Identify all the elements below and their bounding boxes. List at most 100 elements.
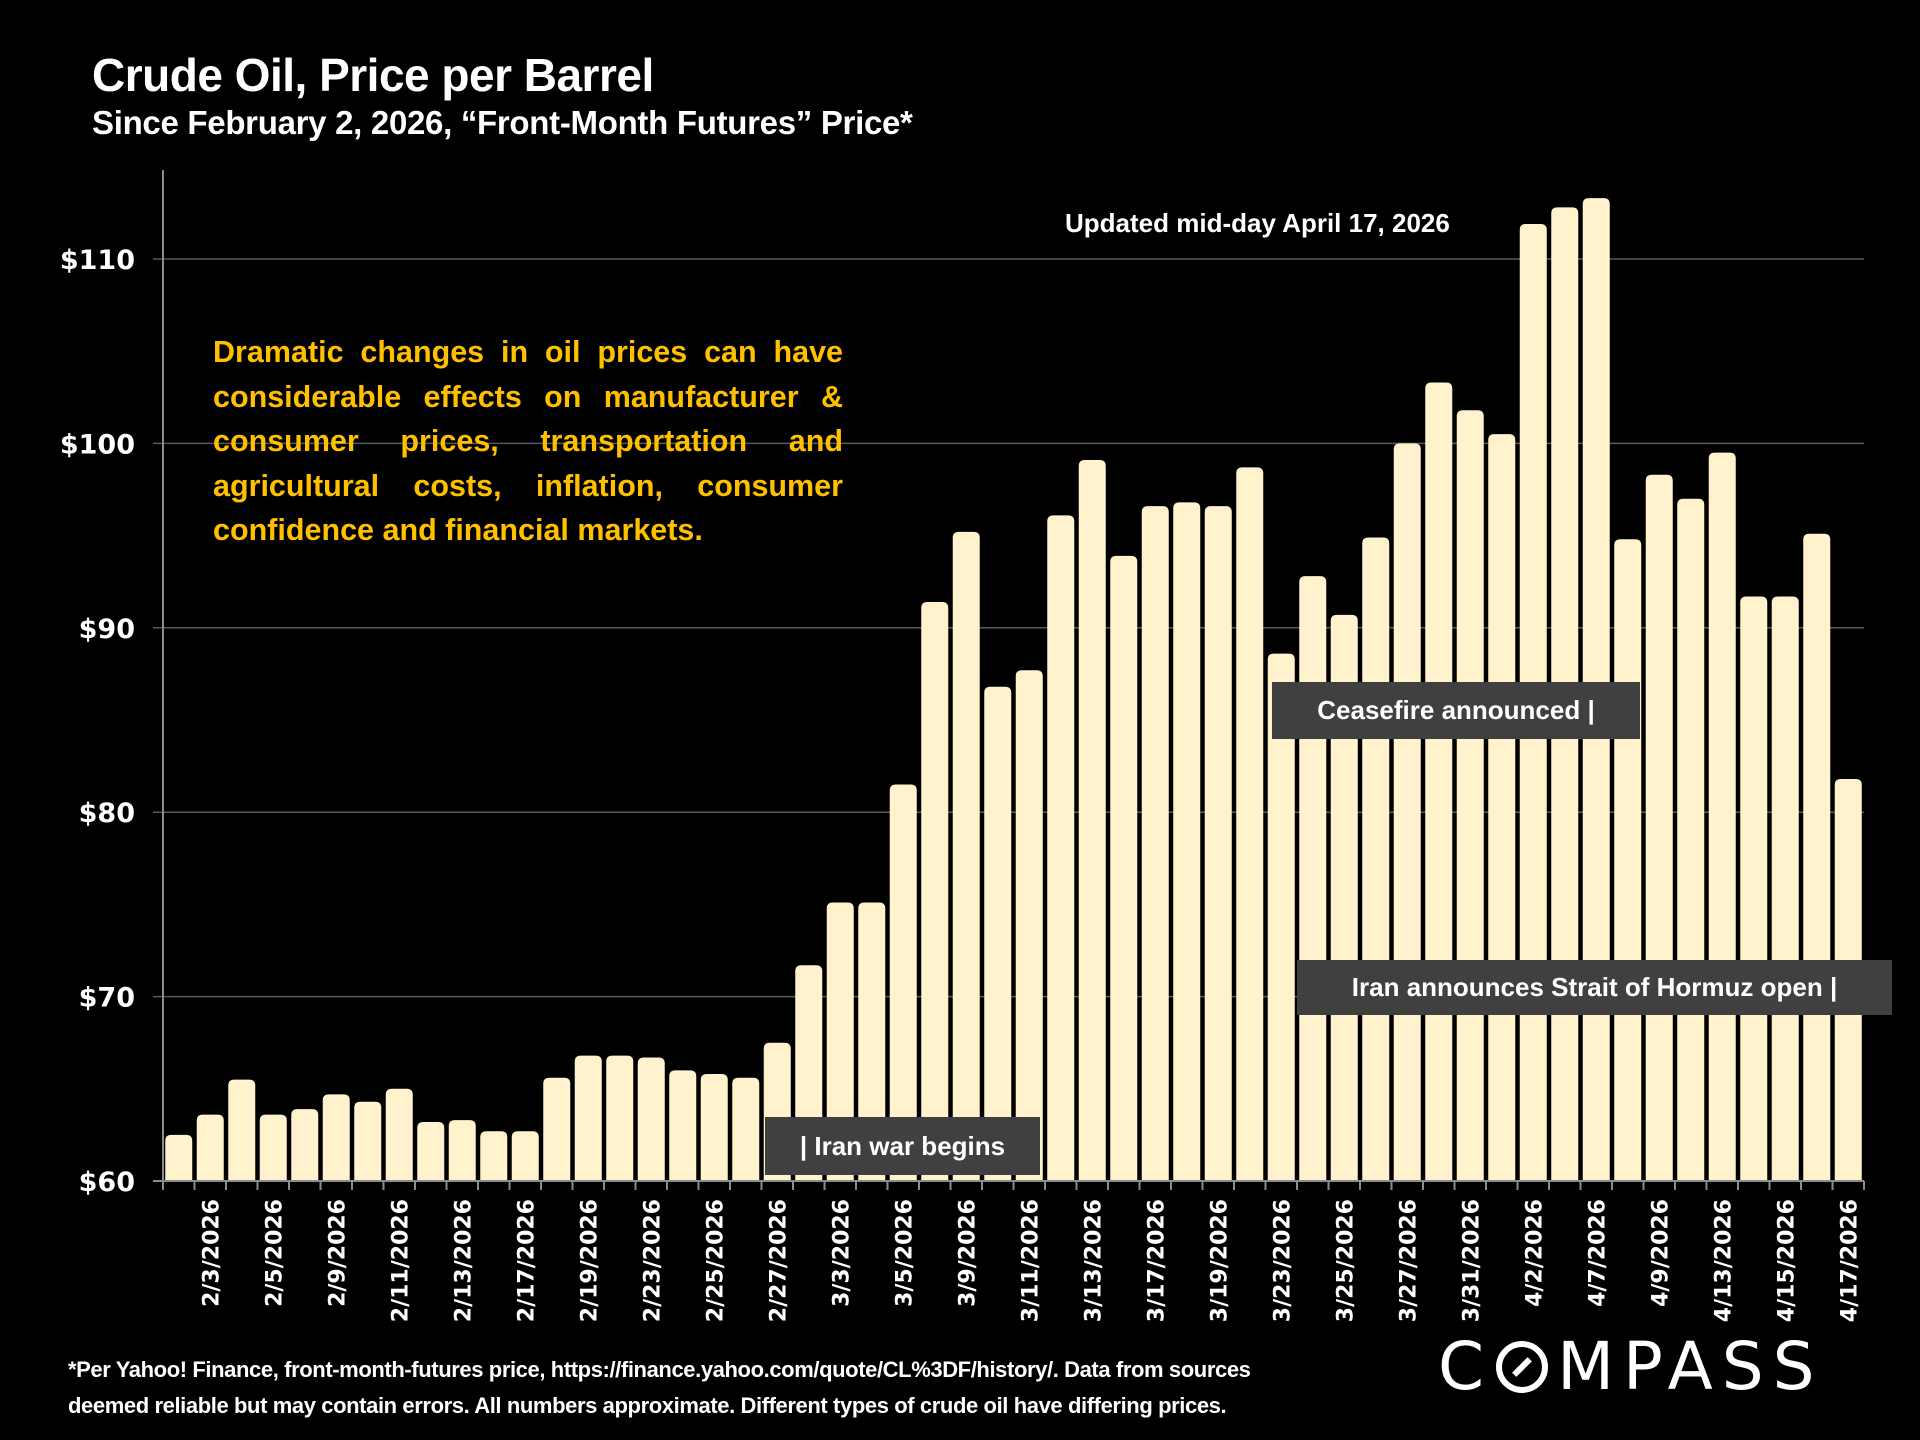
bar (952, 531, 980, 1181)
bar (322, 1094, 350, 1181)
bar (637, 1057, 665, 1181)
footnote-line-2: deemed reliable but may contain errors. … (68, 1393, 1227, 1418)
bar (448, 1120, 476, 1181)
x-tick-label: 3/19/2026 (1207, 1199, 1232, 1322)
x-tick-label: 3/3/2026 (829, 1199, 854, 1307)
bar (1173, 502, 1201, 1182)
chart-subtitle: Since February 2, 2026, “Front-Month Fut… (92, 104, 913, 141)
x-tick-label: 3/27/2026 (1396, 1199, 1421, 1322)
bar (1645, 474, 1673, 1181)
x-tick-label: 3/11/2026 (1018, 1199, 1043, 1322)
bar (574, 1055, 602, 1181)
annotation-iran-war-label: | Iran war begins (799, 1130, 1006, 1161)
bar (1488, 434, 1516, 1181)
bar (259, 1114, 287, 1181)
y-tick-label: $80 (79, 798, 135, 829)
x-tick-label: 4/2/2026 (1522, 1199, 1547, 1307)
x-tick-label: 2/25/2026 (703, 1199, 728, 1322)
bar (1299, 576, 1327, 1181)
callout-text: Dramatic changes in oil prices can have … (213, 335, 843, 547)
x-tick-label: 3/23/2026 (1270, 1199, 1295, 1322)
bar (1078, 459, 1106, 1182)
compass-o-icon (1496, 1340, 1549, 1393)
bar (1614, 539, 1642, 1181)
bar (1110, 555, 1138, 1181)
bar (1803, 533, 1831, 1181)
footnote-line-1: *Per Yahoo! Finance, front-month-futures… (68, 1357, 1251, 1382)
x-tick-label: 2/27/2026 (766, 1199, 791, 1322)
bar (1425, 382, 1453, 1182)
bar (1708, 452, 1736, 1181)
x-tick-label: 2/19/2026 (577, 1199, 602, 1322)
axes (153, 170, 1865, 1190)
bar (1330, 614, 1358, 1181)
annotation-ceasefire-label: Ceasefire announced | (1317, 695, 1595, 725)
compass-logo: C MPASS (1438, 1328, 1824, 1405)
x-tick-label: 3/17/2026 (1144, 1199, 1169, 1322)
bar (543, 1077, 571, 1181)
bar (417, 1121, 445, 1181)
x-tick-label: 3/13/2026 (1081, 1199, 1106, 1322)
bar (1393, 443, 1421, 1181)
updated-note: Updated mid-day April 17, 2026 (1065, 208, 1450, 238)
bar (1204, 506, 1232, 1181)
bar (480, 1131, 508, 1181)
footnote: *Per Yahoo! Finance, front-month-futures… (68, 1352, 1428, 1424)
bar (889, 784, 917, 1181)
annotation-hormuz: Iran announces Strait of Hormuz open | (1297, 960, 1892, 1015)
x-tick-label: 2/3/2026 (199, 1199, 224, 1307)
logo-text-pre: C (1438, 1328, 1494, 1405)
bar (984, 686, 1012, 1181)
bar (196, 1114, 224, 1181)
bar (1362, 537, 1390, 1181)
bar (165, 1134, 193, 1181)
bar (511, 1131, 539, 1181)
bar (1677, 498, 1705, 1182)
bar (385, 1088, 413, 1181)
y-tick-label: $60 (79, 1167, 135, 1198)
bar (732, 1077, 760, 1181)
y-tick-label: $70 (79, 983, 135, 1014)
x-tick-label: 2/11/2026 (388, 1199, 413, 1322)
bar (1015, 670, 1043, 1181)
x-tick-label: 3/5/2026 (892, 1199, 917, 1307)
x-tick-label: 2/17/2026 (514, 1199, 539, 1322)
y-tick-label: $100 (60, 429, 135, 460)
x-tick-label: 3/31/2026 (1459, 1199, 1484, 1322)
x-tick-labels: 2/3/2026 2/5/2026 2/9/2026 2/11/2026 2/13/20… (199, 1199, 1862, 1322)
bar (1740, 596, 1768, 1181)
bar (1047, 515, 1075, 1181)
bar (700, 1074, 728, 1181)
bar (354, 1101, 382, 1181)
y-tick-label: $90 (79, 614, 135, 645)
x-tick-label: 4/7/2026 (1585, 1199, 1610, 1307)
bar (1236, 467, 1264, 1181)
bar (1771, 596, 1799, 1181)
logo-text-post: MPASS (1557, 1328, 1824, 1405)
bar (858, 902, 886, 1181)
bars (165, 198, 1862, 1182)
annotation-ceasefire: Ceasefire announced | (1272, 682, 1640, 739)
y-tick-labels: $60 $70 $80 $90 $100 $110 (60, 245, 135, 1198)
x-tick-label: 2/5/2026 (262, 1199, 287, 1307)
x-tick-label: 4/13/2026 (1711, 1199, 1736, 1322)
bar (1267, 653, 1295, 1181)
x-tick-label: 2/23/2026 (640, 1199, 665, 1322)
x-tick-label: 4/9/2026 (1648, 1199, 1673, 1307)
x-tick-label: 2/13/2026 (451, 1199, 476, 1322)
bar (228, 1079, 256, 1181)
x-tick-label: 2/9/2026 (325, 1199, 350, 1307)
x-tick-label: 3/9/2026 (955, 1199, 980, 1307)
bar (826, 902, 854, 1181)
bar (606, 1055, 634, 1181)
x-tick-label: 4/17/2026 (1837, 1199, 1862, 1322)
annotation-iran-war: | Iran war begins (765, 1117, 1040, 1175)
chart-title: Crude Oil, Price per Barrel (92, 49, 654, 101)
bar (1456, 410, 1484, 1181)
bar (669, 1070, 697, 1181)
x-tick-label: 4/15/2026 (1774, 1199, 1799, 1322)
bar (1141, 506, 1169, 1181)
annotation-hormuz-label: Iran announces Strait of Hormuz open | (1351, 972, 1838, 1002)
bar (291, 1109, 319, 1181)
